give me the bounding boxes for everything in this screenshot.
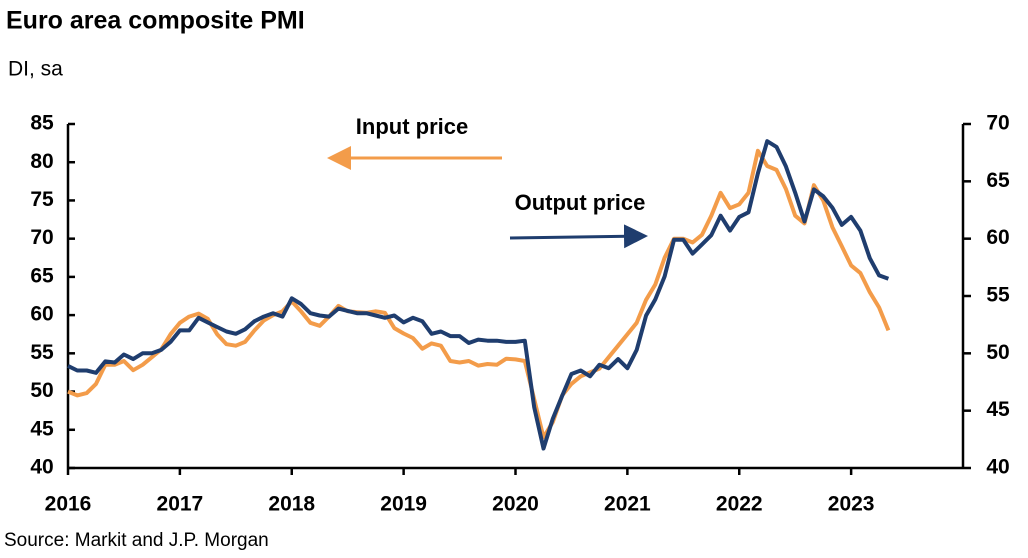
- x-tick-label: 2016: [45, 493, 92, 516]
- series-line: [67, 148, 891, 440]
- x-tick-label: 2021: [604, 493, 651, 516]
- x-tick-label: 2019: [380, 493, 427, 516]
- y2-tick-label: 45: [986, 398, 1010, 421]
- annotation: Input price: [356, 114, 468, 139]
- source-note: Source: Markit and J.P. Morgan: [4, 530, 269, 551]
- chart-subtitle: DI, sa: [8, 58, 63, 81]
- x-tick-label: 2022: [716, 493, 763, 516]
- series-line: [67, 139, 890, 451]
- annotation-arrow: [509, 224, 648, 249]
- x-tick-label: 2023: [828, 493, 875, 516]
- y-tick-label: 85: [30, 112, 54, 135]
- y-tick-label: 65: [30, 264, 54, 287]
- chart-title: Euro area composite PMI: [6, 7, 305, 35]
- y-tick-label: 45: [30, 417, 54, 440]
- y-tick-label: 50: [30, 379, 53, 402]
- x-tick-label: 2020: [492, 493, 539, 516]
- y2-tick-label: 55: [986, 284, 1010, 307]
- y-tick-label: 60: [30, 303, 53, 326]
- y-tick-label: 40: [30, 456, 53, 479]
- y2-tick-label: 50: [986, 341, 1009, 364]
- x-tick-label: 2017: [157, 493, 204, 516]
- y2-tick-label: 65: [986, 169, 1010, 192]
- y2-tick-label: 70: [986, 112, 1009, 135]
- y-tick-label: 70: [30, 226, 53, 249]
- y2-tick-label: 60: [986, 226, 1009, 249]
- y-tick-label: 75: [30, 188, 54, 211]
- annotation: Output price: [515, 190, 646, 215]
- y2-tick-label: 40: [986, 456, 1009, 479]
- x-tick-label: 2018: [268, 493, 315, 516]
- y-tick-label: 80: [30, 150, 53, 173]
- y-tick-label: 55: [30, 341, 54, 364]
